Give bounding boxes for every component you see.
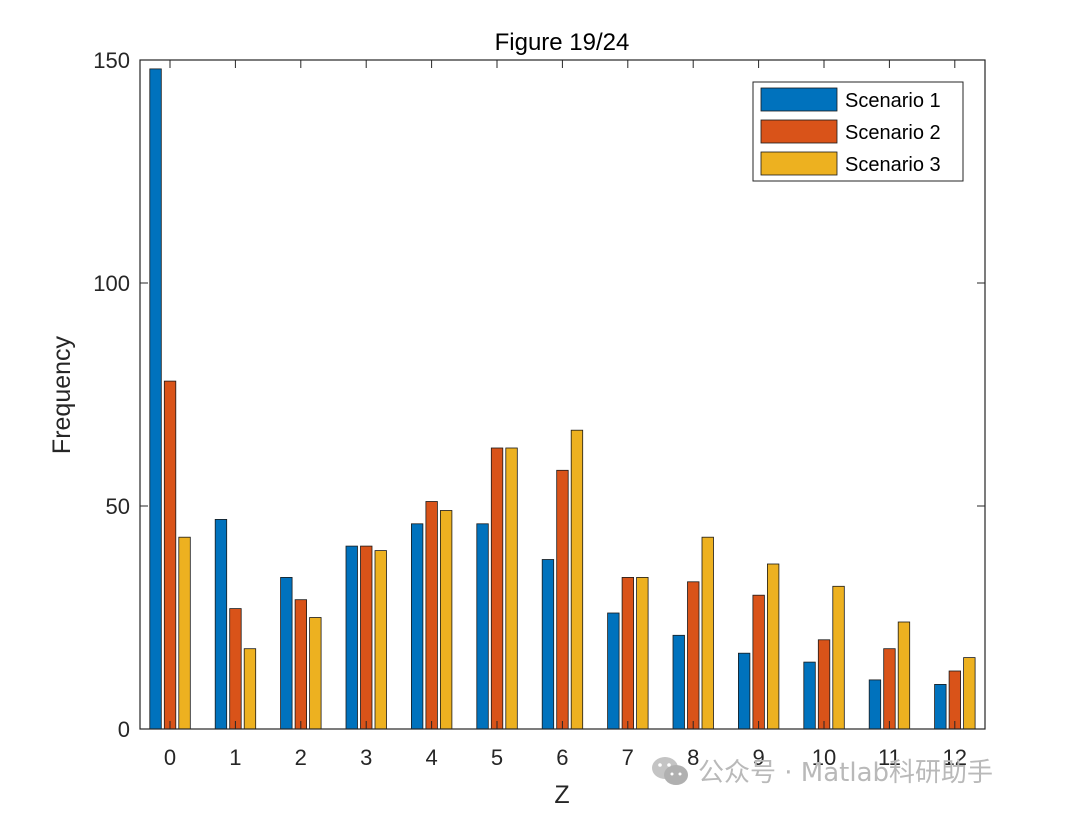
chart-title: Figure 19/24: [495, 29, 630, 56]
watermark-text: 公众号 · Matlab科研助手: [698, 758, 994, 788]
bar-series3-z1: [243, 648, 257, 730]
legend-swatch-1: [760, 87, 838, 112]
legend-label-3: Scenario 3: [845, 154, 941, 176]
x-tick-label: 9: [752, 745, 764, 770]
y-axis-ticks: 0 50 100 150: [93, 48, 985, 742]
bar-series3-z7: [636, 577, 649, 730]
legend-swatch-2: [760, 119, 838, 144]
bars-group: [149, 68, 976, 730]
bar-series1-z4: [410, 523, 424, 730]
bar-series2-z5: [490, 447, 504, 730]
y-tick-label: 100: [93, 271, 130, 296]
bar-series1-z9: [738, 652, 751, 730]
bar-series2-z3: [360, 545, 373, 730]
x-tick-label: 4: [425, 745, 437, 770]
x-tick-label: 3: [360, 745, 372, 770]
x-tick-label: 8: [687, 745, 699, 770]
watermark: 公众号 · Matlab科研助手: [650, 752, 993, 789]
x-tick-label: 10: [812, 745, 836, 770]
legend: Scenario 1 Scenario 2 Scenario 3: [752, 81, 964, 182]
bar-series1-z8: [672, 634, 685, 730]
x-tick-label: 12: [943, 745, 967, 770]
legend-label-2: Scenario 2: [845, 122, 941, 144]
y-axis-label: Frequency: [48, 335, 76, 454]
y-tick-label: 150: [93, 48, 130, 73]
bar-series1-z7: [607, 612, 620, 730]
bar-series2-z11: [883, 648, 896, 730]
bar-series2-z12: [948, 670, 961, 730]
x-tick-label: 1: [229, 745, 241, 770]
bar-series3-z8: [701, 536, 714, 730]
bar-series3-z2: [309, 617, 322, 730]
bar-series1-z1: [214, 519, 228, 730]
bar-series1-z6: [541, 559, 555, 730]
x-axis-label: Z: [554, 781, 569, 809]
bar-series2-z9: [752, 594, 765, 730]
bar-series3-z4: [439, 510, 453, 730]
y-tick-label: 50: [106, 494, 130, 519]
bar-series2-z10: [817, 639, 831, 730]
bar-series3-z3: [374, 550, 387, 730]
x-tick-label: 7: [622, 745, 634, 770]
bar-series3-z12: [963, 657, 976, 730]
bar-series3-z5: [505, 447, 518, 730]
bar-series2-z2: [294, 599, 308, 730]
bar-series3-z11: [897, 621, 911, 730]
bar-series3-z0: [178, 536, 191, 730]
legend-label-1: Scenario 1: [845, 90, 941, 112]
x-tick-label: 0: [164, 745, 176, 770]
bar-series3-z10: [832, 585, 845, 730]
bar-series2-z6: [556, 469, 569, 730]
bar-series1-z10: [803, 661, 816, 730]
bar-series1-z3: [345, 545, 358, 730]
x-tick-label: 2: [295, 745, 307, 770]
bar-series3-z9: [767, 563, 780, 730]
bar-series1-z0: [149, 68, 162, 730]
x-tick-label: 11: [878, 745, 901, 770]
bar-series2-z4: [425, 501, 438, 730]
x-tick-label: 5: [491, 745, 503, 770]
legend-swatch-3: [760, 151, 838, 176]
bar-series3-z6: [570, 429, 584, 730]
bar-series1-z2: [280, 577, 293, 730]
bar-series1-z11: [868, 679, 882, 730]
bar-series2-z7: [621, 577, 634, 730]
bar-series1-z5: [476, 523, 489, 730]
x-axis-ticks: 0 1 2 3 4 5 6 7 8 9 10 11 12: [164, 60, 967, 770]
bar-series2-z0: [163, 380, 177, 730]
bar-series1-z12: [934, 684, 947, 730]
x-tick-label: 6: [556, 745, 568, 770]
wechat-icon: [652, 756, 688, 785]
y-tick-label: 0: [118, 717, 130, 742]
bar-series2-z8: [687, 581, 700, 730]
bar-series2-z1: [229, 608, 242, 730]
